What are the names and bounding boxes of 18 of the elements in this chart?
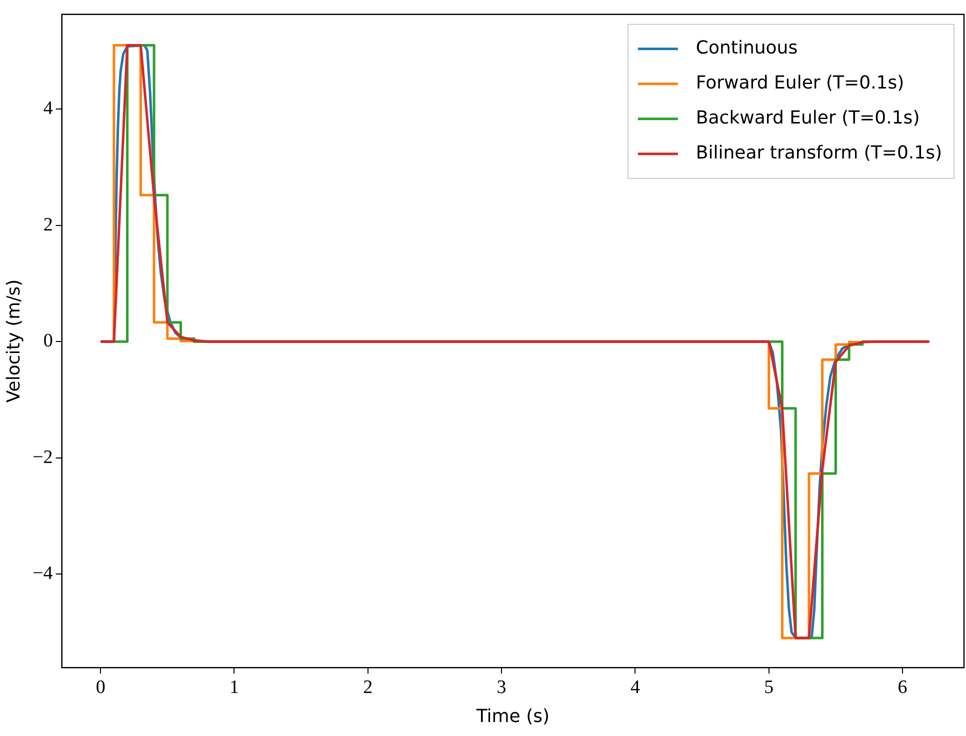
x-axis-title: Time (s) (475, 706, 550, 727)
x-tick-label: 2 (363, 676, 373, 698)
legend-label: Forward Euler (T=0.1s) (696, 72, 904, 94)
y-tick-label: 0 (43, 330, 53, 352)
y-axis-title: Velocity (m/s) (3, 279, 24, 403)
x-tick-label: 3 (496, 676, 506, 698)
legend-label: Bilinear transform (T=0.1s) (696, 142, 942, 164)
x-tick-label: 6 (898, 676, 908, 698)
y-tick-label: 4 (43, 98, 54, 120)
x-tick-label: 0 (96, 676, 106, 698)
legend-label: Backward Euler (T=0.1s) (696, 108, 920, 129)
y-tick-label: −4 (32, 563, 54, 584)
y-tick-label: −2 (32, 446, 53, 468)
y-tick-label: 2 (43, 214, 53, 236)
x-tick-label: 5 (764, 676, 774, 698)
legend-label: Continuous (696, 38, 798, 59)
x-tick-label: 1 (229, 676, 239, 698)
x-tick-label: 4 (630, 676, 640, 698)
